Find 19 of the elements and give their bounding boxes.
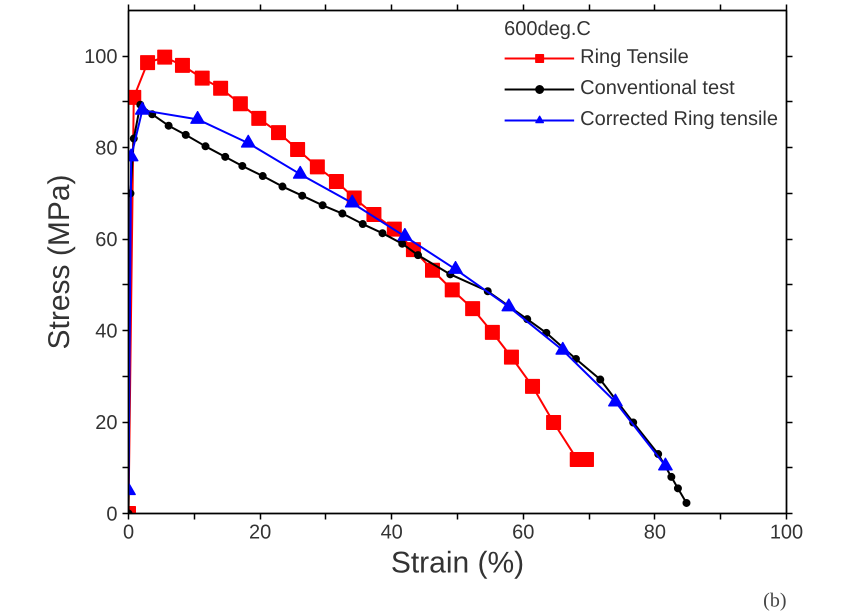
x-tick-label: 0 (122, 522, 134, 544)
x-tick-label: 60 (512, 522, 534, 544)
y-tick-label: 0 (106, 504, 118, 526)
x-tick-label: 20 (248, 522, 272, 544)
y-axis-title: Stress (MPa) (43, 174, 76, 350)
x-tick-label: 100 (770, 522, 804, 544)
x-tick-label: 40 (380, 522, 403, 544)
legend-label: Corrected Ring tensile (580, 108, 778, 131)
y-tick-label: 60 (95, 229, 118, 252)
y-tick-label: 100 (84, 46, 118, 68)
legend-label: Conventional test (580, 77, 735, 100)
y-tick-label: 40 (95, 320, 118, 343)
x-axis-title: Strain (%) (390, 546, 524, 580)
y-tick-label: 20 (95, 412, 118, 434)
y-tick-label: 80 (95, 138, 118, 160)
text: (b) (763, 590, 787, 612)
legend-label: Ring Tensile (580, 46, 689, 69)
x-tick-label: 80 (644, 522, 666, 544)
legend-title: 600deg.C (504, 18, 592, 41)
